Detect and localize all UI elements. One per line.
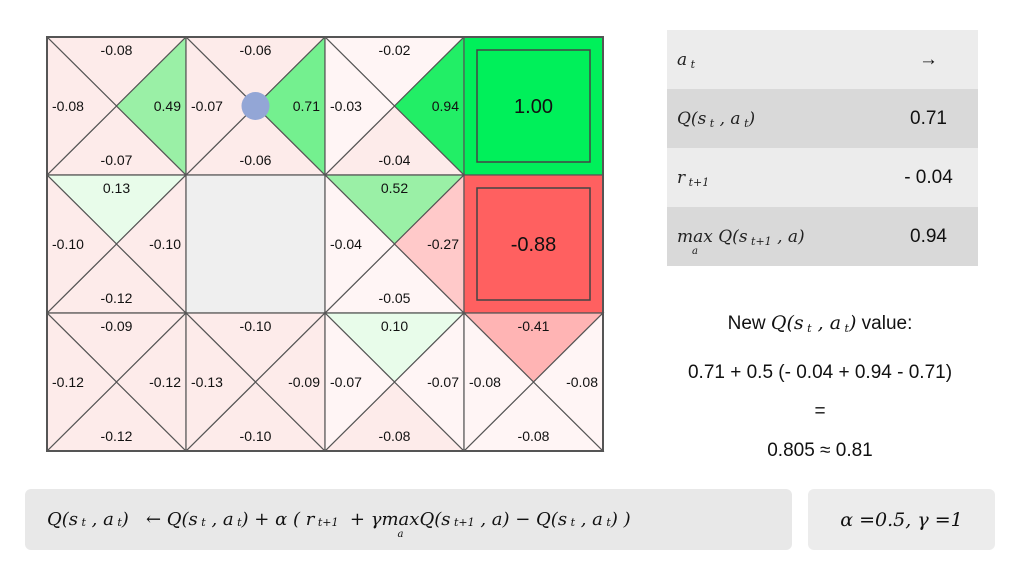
q-value-down: -0.12 — [101, 290, 133, 306]
max-q-label: max a Q(s t+1 , a) — [677, 226, 805, 257]
q-learning-update-formula: Q(s t , a t) ← Q(s t , a t) + α ( r t+1 … — [25, 489, 792, 550]
terminal-cell — [463, 36, 604, 176]
q-value-left: -0.04 — [330, 236, 362, 252]
q-value-up: 0.10 — [381, 318, 408, 334]
q-value-up: -0.09 — [101, 318, 133, 334]
q-value-left: -0.07 — [330, 374, 362, 390]
terminal-cell — [463, 174, 604, 314]
q-value-row: Q(s t , a t) 0.71 — [667, 89, 978, 148]
q-value-left: -0.10 — [52, 236, 84, 252]
q-value-left: -0.13 — [191, 374, 223, 390]
q-value-right: 0.71 — [293, 98, 320, 114]
q-value-up: -0.08 — [101, 42, 133, 58]
new-q-prefix: New — [727, 313, 766, 334]
terminal-value: 1.00 — [514, 96, 553, 118]
reward-label: r t+1 — [677, 167, 710, 189]
update-result: 0.805 ≈ 0.81 — [767, 440, 873, 461]
q-value-down: -0.04 — [379, 152, 411, 168]
q-triangle-left — [185, 311, 257, 452]
hyperparameters: α = 0.5, γ = 1 — [808, 489, 995, 550]
q-value-right: -0.10 — [149, 236, 181, 252]
q-value-right: -0.27 — [427, 236, 459, 252]
update-computation: 0.71 + 0.5 (- 0.04 + 0.94 - 0.71) — [687, 362, 953, 383]
q-value-up: -0.10 — [240, 318, 272, 334]
reward-row: r t+1 - 0.04 — [667, 148, 978, 207]
new-q-suffix: value: — [861, 313, 913, 334]
new-q-heading: New Q(s t , a t) value: — [620, 312, 1020, 335]
terminal-value: -0.88 — [511, 234, 557, 256]
q-value-up: -0.06 — [240, 42, 272, 58]
terminal-inner-border — [476, 49, 591, 163]
transition-info-table: a t → Q(s t , a t) 0.71 r t+1 - 0.04 max… — [667, 30, 978, 266]
q-value-left: -0.08 — [52, 98, 84, 114]
q-value-right: -0.07 — [427, 374, 459, 390]
q-value-left: -0.03 — [330, 98, 362, 114]
q-value-down: -0.05 — [379, 290, 411, 306]
q-triangle-left — [324, 311, 396, 452]
q-value-right: -0.08 — [566, 374, 598, 390]
q-value-right: -0.12 — [149, 374, 181, 390]
q-value-up: -0.02 — [379, 42, 411, 58]
q-value-up: -0.41 — [518, 318, 550, 334]
q-value: 0.71 — [910, 107, 947, 129]
q-value-left: -0.07 — [191, 98, 223, 114]
q-value-right: 0.94 — [432, 98, 459, 114]
q-value-label: Q(s t , a t) — [677, 108, 756, 130]
equals-sign: = — [814, 401, 826, 422]
q-value-right: -0.09 — [288, 374, 320, 390]
agent-marker — [241, 92, 270, 120]
max-q-row: max a Q(s t+1 , a) 0.94 — [667, 207, 978, 266]
grid-border — [46, 36, 604, 452]
q-value-down: -0.08 — [518, 428, 550, 444]
action-value: → — [919, 48, 938, 70]
q-value-right: 0.49 — [154, 98, 181, 114]
max-q-value: 0.94 — [910, 225, 947, 247]
gridworld-q-table: -0.08 -0.07 -0.08 0.49 -0.06 -0.06 -0.07 0.71 -0… — [46, 36, 605, 452]
q-value-left: -0.12 — [52, 374, 84, 390]
q-triangle-left — [324, 36, 396, 177]
q-value-down: -0.06 — [240, 152, 272, 168]
q-value-left: -0.08 — [469, 374, 501, 390]
gamma-value: 1 — [950, 508, 963, 531]
wall-cell — [185, 174, 326, 314]
q-triangle-left — [463, 311, 535, 452]
q-value-down: -0.07 — [101, 152, 133, 168]
q-triangle-left — [185, 36, 257, 177]
reward-value: - 0.04 — [904, 166, 953, 188]
action-label: a t — [677, 49, 696, 71]
q-value-down: -0.08 — [379, 428, 411, 444]
action-row: a t → — [667, 30, 978, 89]
q-value-down: -0.12 — [101, 428, 133, 444]
q-value-up: 0.52 — [381, 180, 408, 196]
terminal-inner-border — [476, 187, 591, 301]
new-q-symbol: Q(s t , a t) — [770, 312, 857, 335]
q-value-up: 0.13 — [103, 180, 130, 196]
alpha-value: 0.5 — [875, 508, 906, 531]
q-triangle-left — [324, 173, 396, 315]
q-value-down: -0.10 — [240, 428, 272, 444]
